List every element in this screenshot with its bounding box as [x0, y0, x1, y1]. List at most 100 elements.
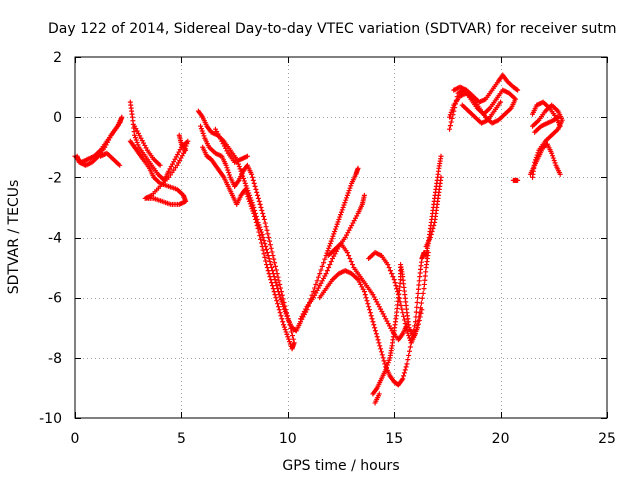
data-point: [418, 310, 424, 316]
data-point: [421, 281, 427, 287]
data-point: [514, 86, 520, 92]
data-point: [315, 274, 321, 280]
data-point: [310, 289, 316, 295]
data-point: [367, 307, 373, 313]
data-point: [255, 225, 261, 231]
data-point: [383, 367, 389, 373]
data-point: [201, 133, 207, 139]
data-point: [266, 271, 272, 277]
data-point: [276, 307, 282, 313]
data-point: [266, 235, 272, 240]
data-point: [419, 295, 425, 301]
data-point: [254, 222, 260, 228]
data-point: [406, 352, 412, 358]
data-point: [281, 322, 287, 328]
data-point: [271, 274, 277, 280]
data-point: [253, 186, 259, 192]
data-point: [259, 231, 265, 237]
data-point: [331, 231, 337, 237]
data-point: [258, 204, 264, 210]
data-point: [347, 256, 353, 262]
data-point: [364, 298, 370, 304]
data-point: [132, 132, 138, 138]
data-point: [425, 250, 431, 256]
data-point: [415, 295, 421, 301]
data-point: [261, 251, 267, 257]
data-point: [413, 309, 419, 315]
data-point: [289, 346, 295, 352]
data-point: [264, 265, 270, 271]
x-axis-label: GPS time / hours: [282, 458, 399, 474]
data-point: [289, 329, 295, 335]
data-point: [184, 141, 190, 147]
data-point: [261, 213, 267, 219]
data-point: [272, 260, 278, 266]
data-point: [270, 286, 276, 292]
data-point: [284, 331, 290, 337]
x-tick-label: 10: [279, 431, 297, 447]
data-point: [407, 348, 413, 354]
data-point: [260, 210, 266, 216]
data-point: [557, 171, 563, 177]
grid: [75, 57, 607, 418]
data-point: [344, 250, 350, 256]
data-point: [198, 126, 204, 132]
data-point: [378, 346, 384, 352]
data-point: [255, 192, 261, 198]
data-point: [415, 290, 421, 296]
data-point: [287, 341, 293, 347]
data-point: [346, 188, 352, 194]
data-point: [336, 216, 342, 222]
data-point: [422, 277, 428, 283]
data-point: [282, 303, 288, 309]
data-point: [375, 337, 381, 343]
data-point: [243, 183, 249, 189]
data-point: [117, 162, 123, 168]
data-point: [390, 274, 396, 280]
data-point: [275, 301, 281, 307]
data-point: [262, 254, 268, 260]
y-tick-label: -8: [48, 351, 62, 367]
data-point: [322, 256, 328, 262]
data-point: [339, 207, 345, 213]
data-point: [267, 259, 273, 265]
data-point: [391, 277, 397, 283]
data-point: [414, 299, 420, 305]
data-point: [255, 195, 261, 201]
data-point: [249, 174, 255, 180]
data-point: [398, 302, 404, 308]
data-point: [313, 281, 319, 287]
data-point: [261, 238, 267, 244]
y-axis-label: SDTVAR / TECUs: [6, 180, 22, 295]
data-point: [271, 256, 277, 262]
data-point: [287, 322, 293, 328]
data-point: [321, 260, 327, 266]
data-point: [404, 361, 410, 367]
data-point: [337, 214, 343, 220]
data-point: [274, 298, 280, 304]
data-point: [374, 334, 380, 340]
data-point: [256, 229, 262, 235]
data-point: [327, 243, 333, 249]
data-point: [225, 167, 231, 173]
data-point: [263, 258, 269, 264]
data-point: [250, 208, 256, 214]
series-sdtvar: [72, 72, 565, 406]
data-point: [134, 139, 140, 145]
data-point: [401, 370, 407, 376]
data-point: [415, 286, 421, 292]
data-point: [423, 269, 429, 275]
x-tick-label: 0: [71, 431, 80, 447]
data-point: [362, 292, 368, 298]
data-point: [372, 328, 378, 334]
data-point: [276, 292, 282, 298]
data-point: [412, 319, 418, 325]
data-point: [447, 126, 453, 132]
data-point: [269, 268, 275, 274]
data-point: [267, 274, 273, 280]
data-point: [418, 300, 424, 306]
data-point: [422, 273, 428, 279]
ticks: 0 5 10 15 20 25 -10 -8 -6 -4 -2 0 2: [39, 50, 616, 447]
data-point: [329, 236, 335, 242]
data-point: [265, 253, 271, 259]
